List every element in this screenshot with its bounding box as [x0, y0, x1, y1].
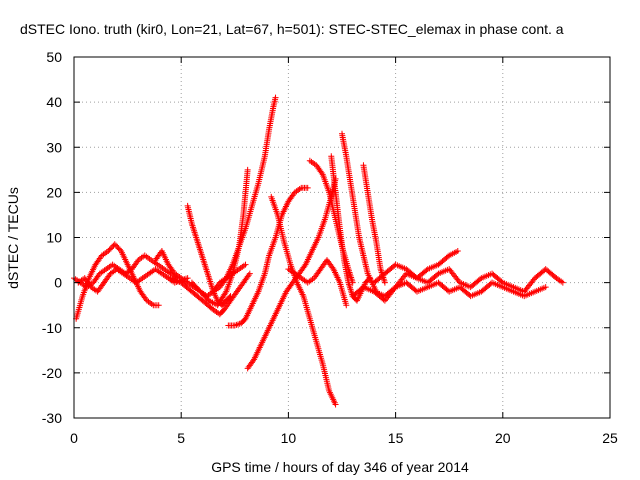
data-point [246, 270, 253, 277]
data-point [113, 242, 120, 249]
y-tick-label: 30 [46, 139, 62, 155]
x-tick-label: 0 [70, 430, 78, 446]
data-points [71, 94, 566, 408]
data-series-14 [328, 153, 373, 304]
grid [74, 57, 610, 418]
chart-title: dSTEC Iono. truth (kir0, Lon=21, Lat=67,… [20, 21, 564, 37]
data-point [242, 261, 249, 268]
data-point [106, 246, 113, 253]
data-point [477, 276, 484, 283]
y-tick-label: 20 [46, 184, 62, 200]
data-point [454, 248, 461, 255]
data-series-3 [75, 266, 191, 295]
tick-labels: 0 5 10 15 20 25 -30 -20 -10 0 10 20 30 40 50 [42, 49, 618, 446]
data-point [542, 284, 549, 291]
y-tick-label: -20 [42, 365, 62, 381]
data-point [381, 279, 388, 286]
data-point [391, 285, 398, 292]
data-series-18 [371, 261, 566, 295]
data-point [105, 248, 112, 255]
y-tick-label: 0 [54, 275, 62, 291]
data-point [304, 184, 311, 191]
data-series-8 [188, 166, 251, 309]
data-point [109, 243, 116, 250]
y-axis-label: dSTEC / TECUs [5, 187, 21, 289]
data-point [111, 241, 118, 248]
data-point [423, 267, 430, 274]
x-tick-label: 25 [602, 430, 618, 446]
data-point [116, 246, 123, 253]
y-tick-label: -30 [42, 410, 62, 426]
y-tick-label: 50 [46, 49, 62, 65]
data-point [155, 302, 162, 309]
data-point [115, 245, 122, 252]
y-tick-label: -10 [42, 320, 62, 336]
data-point [332, 401, 339, 408]
data-point [107, 245, 114, 252]
data-point [244, 166, 251, 173]
x-tick-label: 5 [177, 430, 185, 446]
x-tick-label: 10 [281, 430, 297, 446]
y-tick-label: 40 [46, 94, 62, 110]
data-series-16 [360, 162, 388, 286]
data-point [343, 302, 350, 309]
y-tick-label: 10 [46, 230, 62, 246]
data-point [412, 273, 419, 280]
data-series-13 [285, 257, 350, 309]
x-tick-label: 20 [495, 430, 511, 446]
data-point [272, 94, 279, 101]
data-series-19 [371, 279, 549, 300]
data-series-15 [339, 130, 380, 295]
data-point [444, 253, 451, 260]
data-point [434, 271, 441, 278]
x-tick-label: 15 [388, 430, 404, 446]
data-point [114, 243, 121, 250]
x-axis-label: GPS time / hours of day 346 of year 2014 [211, 459, 469, 475]
data-series-1 [73, 241, 162, 322]
data-point [559, 279, 566, 286]
data-series-11 [268, 193, 339, 408]
data-series-6 [167, 270, 253, 318]
